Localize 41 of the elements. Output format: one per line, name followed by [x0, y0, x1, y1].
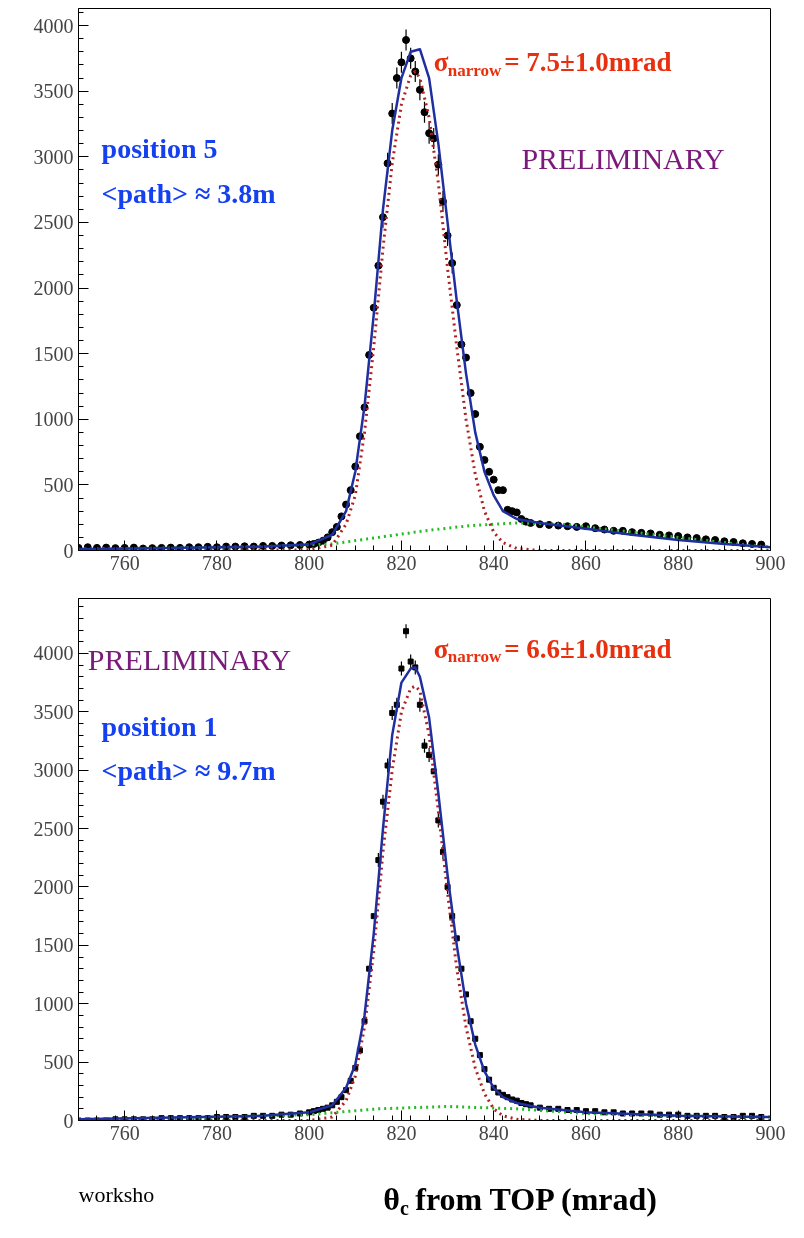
y-tick-label: 3500	[33, 80, 74, 103]
text: worksho	[78, 1182, 155, 1207]
y-tick-label: 1000	[33, 992, 74, 1015]
x-tick-label: 800	[294, 1121, 325, 1144]
x-tick-label: 760	[109, 1121, 140, 1144]
annotation: position 5	[101, 133, 218, 165]
x-tick-label: 780	[201, 1121, 232, 1144]
y-tick-label: 2500	[33, 211, 74, 234]
y-tick-label: 3500	[33, 700, 74, 723]
y-tick-label: 2000	[33, 875, 74, 898]
y-tick-label: 500	[43, 473, 74, 496]
annotation: PRELIMINARY	[87, 642, 292, 676]
x-tick-label: 900	[755, 1121, 786, 1144]
x-tick-label: 840	[478, 551, 509, 574]
x-tick-label: 880	[663, 551, 694, 574]
y-tick-label: 3000	[33, 759, 74, 782]
x-tick-label: 760	[109, 551, 140, 574]
annotation: PRELIMINARY	[521, 141, 725, 175]
y-tick-label: 1000	[33, 408, 74, 431]
x-tick-label: 840	[478, 1121, 509, 1144]
x-tick-label: 860	[570, 1121, 601, 1144]
y-tick-label: 4000	[33, 14, 74, 37]
y-tick-label: 2000	[33, 277, 74, 300]
x-tick-label: 860	[570, 551, 601, 574]
x-tick-label: 800	[294, 551, 325, 574]
x-tick-label: 880	[663, 1121, 694, 1144]
y-tick-label: 2500	[33, 817, 74, 840]
x-tick-label: 820	[386, 1121, 417, 1144]
y-tick-label: 1500	[33, 342, 74, 365]
y-tick-label: 1500	[33, 934, 74, 957]
y-tick-label: 0	[63, 1109, 74, 1132]
annotation: <path> ≈ 3.8m	[101, 178, 276, 210]
x-tick-label: 780	[201, 551, 232, 574]
x-tick-label: 820	[386, 551, 417, 574]
annotation: position 1	[101, 711, 218, 743]
annotation: <path> ≈ 9.7m	[101, 754, 276, 786]
y-tick-label: 0	[63, 539, 74, 562]
y-tick-label: 3000	[33, 145, 74, 168]
x-tick-label: 900	[755, 551, 786, 574]
y-tick-label: 4000	[33, 642, 74, 665]
y-tick-label: 500	[43, 1051, 74, 1074]
